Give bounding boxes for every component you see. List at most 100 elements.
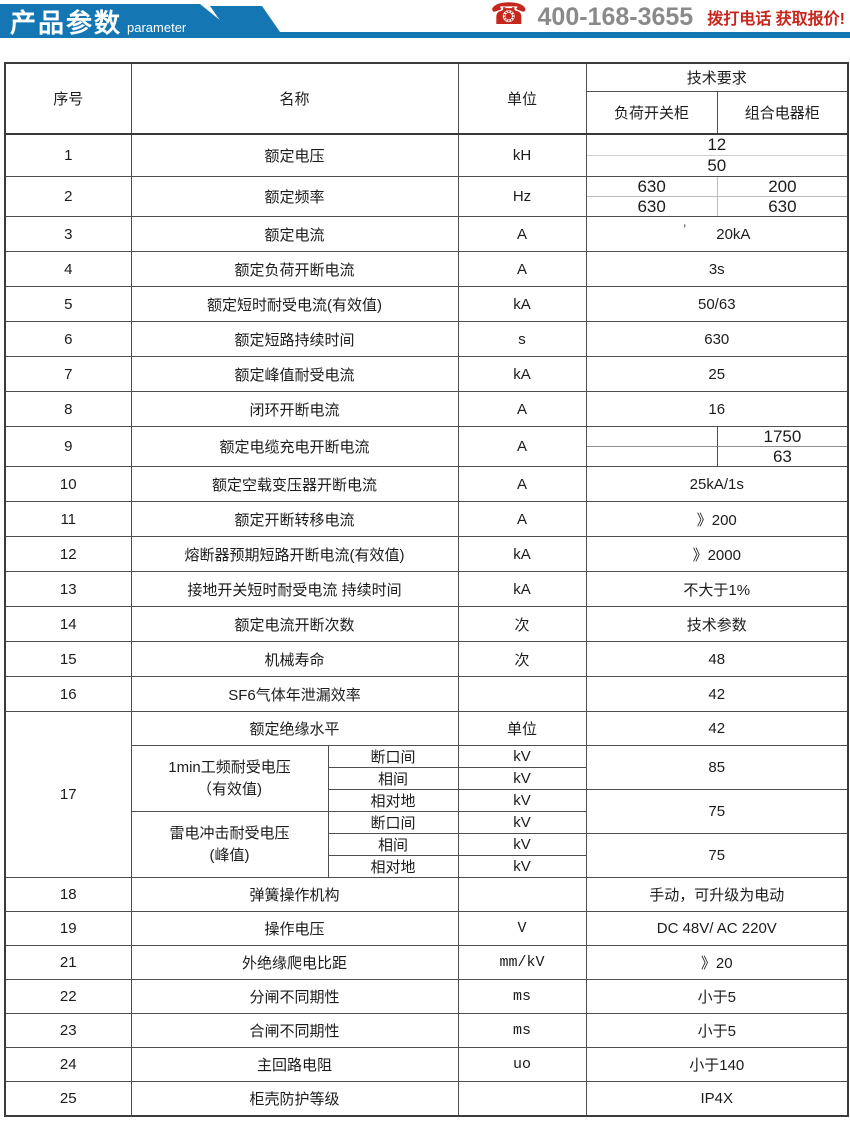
table-row: 11 额定开断转移电流 A 》200 <box>4 501 849 537</box>
header-tech: 技术要求 <box>585 62 849 92</box>
value-cell: 》2000 <box>585 536 849 572</box>
unit-cell: kA <box>457 356 587 392</box>
value-grid-cell: 630 <box>637 177 666 197</box>
table-row: 8 闭环开断电流 A 16 <box>4 391 849 427</box>
value-cell: 16 <box>585 391 849 427</box>
table-row: 19 操作电压 V DC 48V/ AC 220V <box>4 911 849 946</box>
index-cell: 3 <box>4 216 132 252</box>
index-cell: 7 <box>4 356 132 392</box>
param-name: 额定电流开断次数 <box>130 606 459 642</box>
value-cell: 50/63 <box>585 286 849 322</box>
header-tech-right: 组合电器柜 <box>716 90 849 135</box>
value-cell: 小于5 <box>585 979 849 1014</box>
index-cell: 16 <box>4 676 132 712</box>
param-name: 额定电流 <box>130 216 459 252</box>
index-cell: 19 <box>4 911 132 946</box>
param-name: 额定空载变压器开断电流 <box>130 466 459 502</box>
value-cell: 42 <box>585 676 849 712</box>
param-name: 闭环开断电流 <box>130 391 459 427</box>
unit-cell <box>457 1081 587 1116</box>
page-title: 产品参数 <box>10 7 123 38</box>
param-name: 额定峰值耐受电流 <box>130 356 459 392</box>
value-cell: 48 <box>585 641 849 677</box>
table-row: 9 额定电缆充电开断电流 A 1750 63 <box>4 426 849 467</box>
value-cell: 85 <box>585 745 849 790</box>
value-cell: 75 <box>585 789 849 834</box>
value-cell: 3s <box>585 251 849 287</box>
unit-cell: mm/kV <box>457 945 587 980</box>
param-name: 额定短路持续时间 <box>130 321 459 357</box>
unit-cell: s <box>457 321 587 357</box>
table-row: 4 额定负荷开断电流 A 3s <box>4 251 849 287</box>
table-row: 13 接地开关短时耐受电流 持续时间 kA 不大于1% <box>4 571 849 607</box>
param-name: 额定绝缘水平 <box>130 711 459 746</box>
value-cell: 1750 63 <box>585 426 849 467</box>
unit-cell: kV <box>457 811 587 834</box>
index-cell: 9 <box>4 426 132 467</box>
unit-cell: ms <box>457 979 587 1014</box>
value-cell: 小于5 <box>585 1013 849 1048</box>
unit-cell: kV <box>457 767 587 790</box>
param-subname: 相对地 <box>327 855 459 878</box>
param-name: 机械寿命 <box>130 641 459 677</box>
table-row: 5 额定短时耐受电流(有效值) kA 50/63 <box>4 286 849 322</box>
unit-cell: ms <box>457 1013 587 1048</box>
unit-cell: Hz <box>457 176 587 217</box>
param-name: 额定短时耐受电流(有效值) <box>130 286 459 322</box>
index-cell: 8 <box>4 391 132 427</box>
value-cell: 25 <box>585 356 849 392</box>
table-row: 17 额定绝缘水平 单位 42 <box>4 711 849 878</box>
index-cell: 22 <box>4 979 132 1014</box>
value-grid-cell <box>587 428 717 447</box>
unit-cell: 次 <box>457 606 587 642</box>
unit-cell <box>457 877 587 912</box>
table-row: 22 分闸不同期性 ms 小于5 <box>4 979 849 1014</box>
value-bottom: 50 <box>587 155 848 176</box>
value-top: 12 <box>707 135 727 154</box>
param-name: 额定负荷开断电流 <box>130 251 459 287</box>
table-row: 12 熔断器预期短路开断电流(有效值) kA 》2000 <box>4 536 849 572</box>
unit-cell: kA <box>457 286 587 322</box>
unit-cell: kV <box>457 833 587 856</box>
value-grid-cell <box>587 446 717 466</box>
param-name: 额定电缆充电开断电流 <box>130 426 459 467</box>
value-grid-cell: 63 <box>716 446 848 466</box>
index-cell: 12 <box>4 536 132 572</box>
param-name: 柜壳防护等级 <box>130 1081 459 1116</box>
param-group-name: 雷电冲击耐受电压 (峰值) <box>130 811 329 878</box>
param-subname: 断口间 <box>327 745 459 768</box>
value-grid-cell: 630 <box>716 196 848 216</box>
unit-cell: kA <box>457 536 587 572</box>
page-subtitle: parameter <box>127 19 187 35</box>
unit-cell: A <box>457 426 587 467</box>
header-index: 序号 <box>4 62 132 135</box>
index-cell: 23 <box>4 1013 132 1048</box>
value-grid-cell: 200 <box>716 177 847 196</box>
param-subname: 相间 <box>327 833 459 856</box>
table-row: 15 机械寿命 次 48 <box>4 641 849 677</box>
value-cell: IP4X <box>585 1081 849 1116</box>
value-cell: 75 <box>585 833 849 878</box>
table-row: 1 额定电压 kH 12 50 <box>4 133 849 177</box>
phone-cta[interactable]: 拨打电话 获取报价! <box>707 11 845 28</box>
table-row: 16 SF6气体年泄漏效率 42 <box>4 676 849 712</box>
table-row: 14 额定电流开断次数 次 技术参数 <box>4 606 849 642</box>
unit-cell: V <box>457 911 587 946</box>
unit-cell: kV <box>457 745 587 768</box>
phone-area: ☎ 400-168-3655 拨打电话 获取报价! <box>490 0 845 33</box>
index-cell: 17 <box>4 711 132 878</box>
unit-cell: A <box>457 391 587 427</box>
unit-cell: kH <box>457 133 587 177</box>
param-name: SF6气体年泄漏效率 <box>130 676 459 712</box>
table-row: 24 主回路电阻 uo 小于140 <box>4 1047 849 1082</box>
value-cell: 12 50 <box>585 133 849 177</box>
top-banner: 产品参数 parameter ☎ 400-168-3655 拨打电话 获取报价! <box>0 0 850 62</box>
header-tech-left: 负荷开关柜 <box>585 90 718 135</box>
phone-number[interactable]: 400-168-3655 <box>537 2 694 31</box>
index-cell: 11 <box>4 501 132 537</box>
table-row: 2 额定频率 Hz 630 200 630 630 <box>4 176 849 217</box>
unit-cell: A <box>457 251 587 287</box>
param-subname: 相间 <box>327 767 459 790</box>
param-name: 外绝缘爬电比距 <box>130 945 459 980</box>
param-subname: 相对地 <box>327 789 459 812</box>
